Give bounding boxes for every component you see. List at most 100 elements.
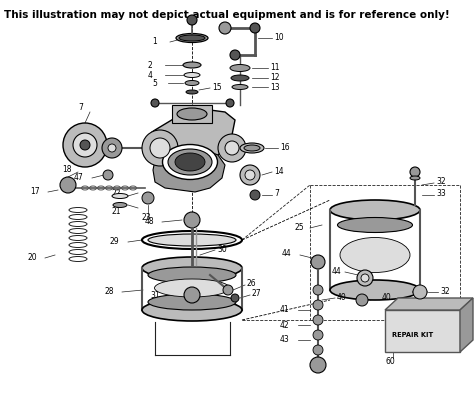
Text: 41: 41 <box>280 306 290 314</box>
Circle shape <box>223 285 233 295</box>
Circle shape <box>63 123 107 167</box>
Text: 4: 4 <box>148 70 153 80</box>
Ellipse shape <box>410 176 420 180</box>
Text: 18: 18 <box>62 164 72 174</box>
Text: 21: 21 <box>112 207 121 217</box>
Circle shape <box>184 287 200 303</box>
Ellipse shape <box>186 90 198 94</box>
Circle shape <box>356 294 368 306</box>
Text: 33: 33 <box>436 189 446 199</box>
Circle shape <box>142 130 178 166</box>
Ellipse shape <box>142 257 242 279</box>
Bar <box>172 105 212 123</box>
Text: 60: 60 <box>386 357 396 367</box>
Circle shape <box>361 274 369 282</box>
Polygon shape <box>153 148 225 192</box>
Circle shape <box>310 357 326 373</box>
Text: 32: 32 <box>436 178 446 187</box>
Ellipse shape <box>240 143 264 153</box>
Text: 42: 42 <box>280 320 290 330</box>
Text: 48: 48 <box>145 217 155 226</box>
Circle shape <box>225 141 239 155</box>
Circle shape <box>250 23 260 33</box>
Text: 47: 47 <box>74 174 84 183</box>
Text: 12: 12 <box>270 72 280 82</box>
Text: 2: 2 <box>148 60 153 70</box>
Text: REPAIR KIT: REPAIR KIT <box>392 332 433 338</box>
Text: 14: 14 <box>274 166 283 176</box>
Circle shape <box>187 15 197 25</box>
Text: 17: 17 <box>30 187 40 197</box>
Text: 6: 6 <box>78 144 83 152</box>
Text: 23: 23 <box>142 213 152 222</box>
Circle shape <box>313 285 323 295</box>
Circle shape <box>150 138 170 158</box>
Text: 7: 7 <box>78 103 83 113</box>
Circle shape <box>311 255 325 269</box>
Ellipse shape <box>112 193 128 199</box>
Circle shape <box>230 50 240 60</box>
Ellipse shape <box>330 280 420 300</box>
Circle shape <box>413 285 427 299</box>
Text: 27: 27 <box>252 289 262 298</box>
Text: 30: 30 <box>217 244 227 254</box>
Text: This illustration may not depict actual equipment and is for reference only!: This illustration may not depict actual … <box>4 10 450 20</box>
Circle shape <box>357 270 373 286</box>
Circle shape <box>245 170 255 180</box>
Ellipse shape <box>184 72 200 78</box>
Text: 44: 44 <box>282 250 292 258</box>
Bar <box>385 310 460 352</box>
Ellipse shape <box>185 80 199 86</box>
Ellipse shape <box>113 203 127 207</box>
Circle shape <box>313 330 323 340</box>
Ellipse shape <box>175 153 205 171</box>
Ellipse shape <box>337 217 412 232</box>
Circle shape <box>410 167 420 177</box>
Ellipse shape <box>244 145 260 151</box>
Ellipse shape <box>168 149 212 175</box>
Circle shape <box>73 133 97 157</box>
Text: 16: 16 <box>280 142 290 152</box>
Ellipse shape <box>142 299 242 321</box>
Text: 5: 5 <box>152 78 157 88</box>
Circle shape <box>313 300 323 310</box>
Text: 15: 15 <box>212 82 222 92</box>
Circle shape <box>184 212 200 228</box>
Text: 44: 44 <box>332 267 342 275</box>
Polygon shape <box>385 298 473 310</box>
Circle shape <box>151 99 159 107</box>
Circle shape <box>231 294 239 302</box>
Text: 7: 7 <box>274 189 279 199</box>
Text: 32: 32 <box>440 287 450 295</box>
Ellipse shape <box>155 279 229 297</box>
Circle shape <box>219 22 231 34</box>
Circle shape <box>60 177 76 193</box>
Ellipse shape <box>183 62 201 68</box>
Circle shape <box>226 99 234 107</box>
Ellipse shape <box>163 144 218 179</box>
Circle shape <box>250 190 260 200</box>
Text: 31: 31 <box>150 291 160 300</box>
Text: 1: 1 <box>152 37 157 47</box>
Text: 43: 43 <box>280 336 290 345</box>
Ellipse shape <box>330 200 420 220</box>
Ellipse shape <box>179 35 205 41</box>
Ellipse shape <box>148 234 236 246</box>
Ellipse shape <box>340 238 410 273</box>
Circle shape <box>218 134 246 162</box>
Circle shape <box>108 144 116 152</box>
Polygon shape <box>148 110 235 168</box>
Ellipse shape <box>148 267 236 283</box>
Circle shape <box>142 192 154 204</box>
Text: 13: 13 <box>270 82 280 92</box>
Circle shape <box>80 140 90 150</box>
Circle shape <box>240 165 260 185</box>
Text: 40: 40 <box>382 293 392 302</box>
Text: 10: 10 <box>274 33 283 43</box>
Ellipse shape <box>230 64 250 72</box>
Circle shape <box>103 170 113 180</box>
Text: 25: 25 <box>295 224 305 232</box>
Circle shape <box>313 345 323 355</box>
Text: 26: 26 <box>247 279 256 289</box>
Ellipse shape <box>231 75 249 81</box>
